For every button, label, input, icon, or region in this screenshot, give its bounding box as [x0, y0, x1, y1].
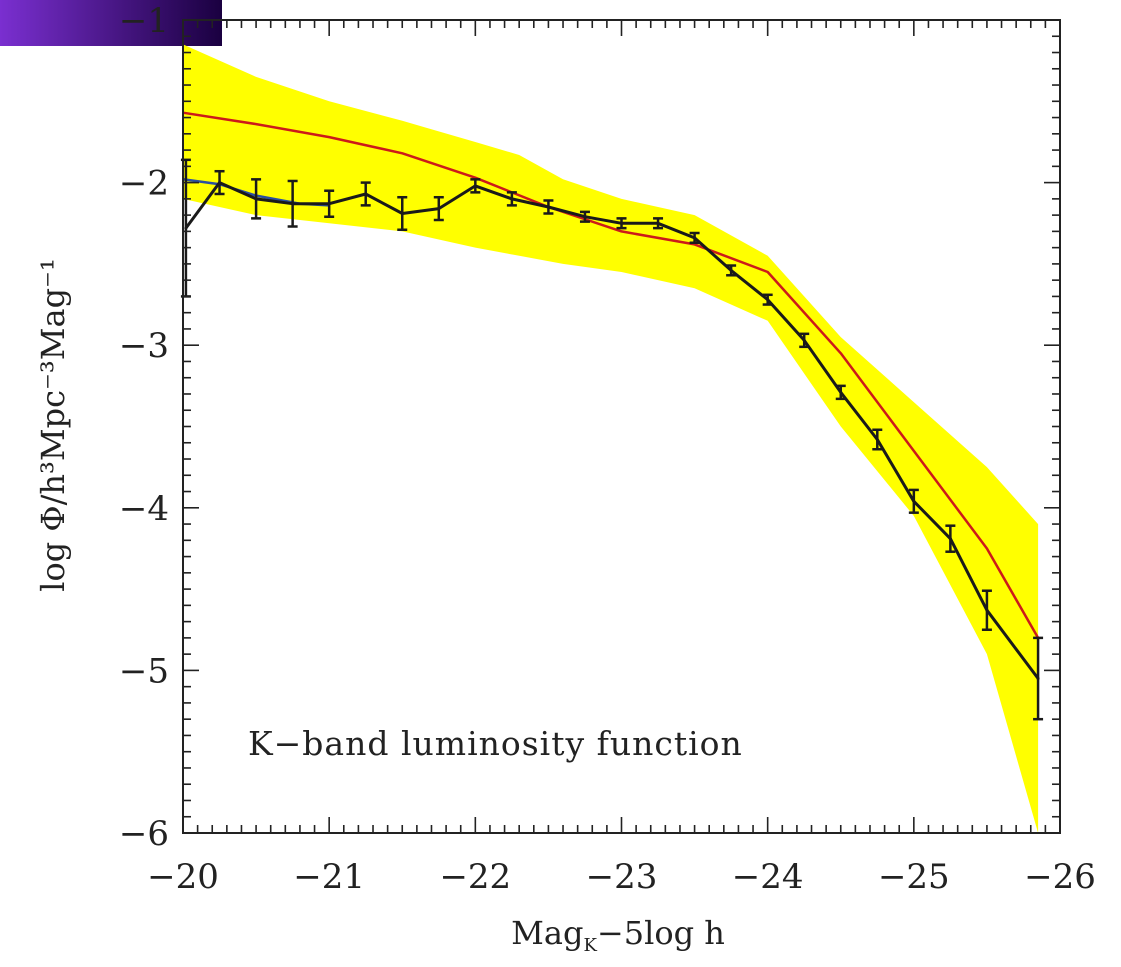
data-point — [729, 268, 733, 272]
x-axis-title-suffix: −5log h — [597, 914, 725, 952]
y-axis-title: log Φ/h³Mpc⁻³Mag⁻¹ — [34, 258, 72, 592]
error-bar — [908, 488, 919, 514]
error-bar — [397, 195, 408, 232]
y-tick-label: −2 — [119, 164, 169, 204]
data-point — [912, 499, 916, 503]
data-point — [254, 197, 258, 201]
error-bar — [214, 169, 225, 196]
error-bar — [762, 293, 773, 306]
y-tick-label: −3 — [119, 326, 169, 366]
error-bar — [653, 217, 664, 230]
tick-labels: −20 −21 −22 −23 −24 −25 −26 −1 −2 −3 −4 −5 −6 — [119, 1, 1096, 897]
error-bar — [616, 217, 627, 230]
data-point — [839, 390, 843, 394]
corner-accent-bar — [0, 0, 222, 46]
error-bar — [726, 264, 737, 277]
error-bar — [470, 178, 481, 194]
data-point — [766, 298, 770, 302]
data-point — [510, 197, 514, 201]
data-point — [364, 192, 368, 196]
error-bar — [543, 199, 554, 215]
data-point — [437, 207, 441, 211]
y-tick-label: −5 — [119, 651, 169, 691]
x-axis-title-subscript: K — [583, 935, 597, 956]
y-tick-label: −6 — [119, 814, 169, 854]
uncertainty-band — [183, 44, 1039, 833]
data-point — [1036, 677, 1040, 681]
x-tick-label: −26 — [1024, 857, 1096, 897]
data-point — [948, 537, 952, 541]
data-point — [218, 181, 222, 185]
error-bar — [872, 428, 883, 451]
data-point — [184, 226, 188, 230]
x-tick-label: −24 — [732, 857, 804, 897]
series-line-1 — [182, 111, 1040, 639]
data-point — [693, 236, 697, 240]
error-bar — [287, 179, 298, 228]
error-bar — [1033, 636, 1044, 721]
error-bar — [981, 589, 992, 631]
error-bar — [689, 231, 700, 245]
data-point — [802, 338, 806, 342]
data-point — [400, 211, 404, 215]
data-point — [875, 438, 879, 442]
error-bar — [251, 178, 262, 220]
y-tick-label: −1 — [119, 1, 169, 41]
data-point — [546, 205, 550, 209]
y-tick-label: −4 — [119, 489, 169, 529]
data-point — [327, 202, 331, 206]
x-tick-label: −22 — [439, 857, 511, 897]
x-axis-title-main: Mag — [511, 914, 583, 952]
data-point — [473, 184, 477, 188]
x-tick-label: −23 — [586, 857, 658, 897]
data-point — [620, 221, 623, 225]
series-line-3 — [184, 181, 1040, 680]
tick-marks — [182, 19, 1061, 834]
data-point — [656, 221, 660, 225]
x-tick-label: −21 — [293, 857, 365, 897]
error-bar — [835, 384, 846, 401]
error-bar — [433, 195, 444, 222]
error-bar — [945, 524, 956, 553]
x-axis-title: MagK−5log h — [511, 914, 725, 956]
data-point — [985, 608, 989, 612]
x-tick-label: −20 — [147, 857, 219, 897]
band-layer — [183, 44, 1039, 833]
lines-layer — [180, 111, 1044, 721]
error-bar — [506, 191, 517, 207]
x-tick-label: −25 — [878, 857, 950, 897]
error-bar — [360, 181, 371, 207]
error-bar — [799, 332, 810, 349]
annotation-text: K−band luminosity function — [248, 724, 743, 763]
data-point — [291, 202, 295, 206]
data-point — [583, 215, 587, 219]
error-bar — [324, 189, 335, 218]
error-bar — [579, 210, 590, 223]
